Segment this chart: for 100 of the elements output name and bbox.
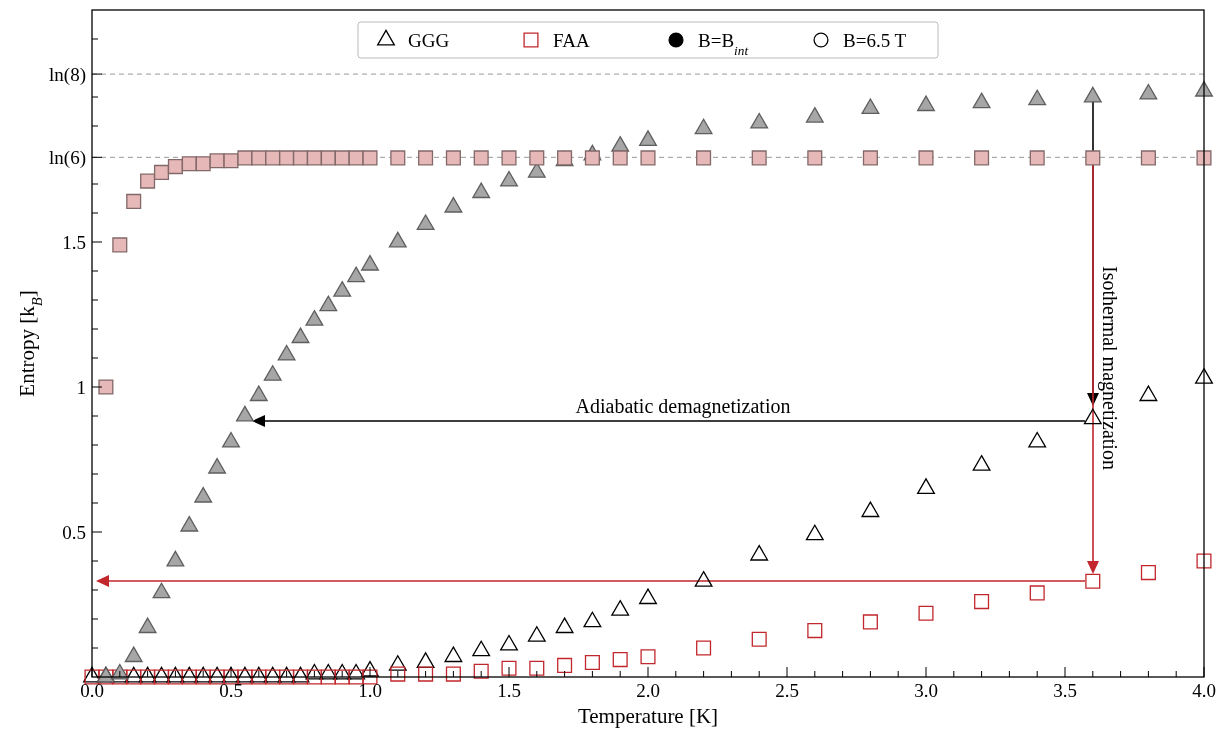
point: [194, 486, 213, 503]
point: [112, 237, 128, 253]
point: [862, 150, 878, 166]
point: [500, 634, 518, 651]
point: [445, 150, 461, 166]
annotation: B=B$_{int}$: [698, 30, 749, 58]
point: [237, 150, 253, 166]
point: [555, 617, 574, 634]
x-tick-label: 3.0: [914, 680, 938, 701]
point: [527, 626, 546, 642]
point: [611, 600, 630, 616]
y-tick-label: 1: [76, 376, 86, 398]
point: [1139, 385, 1158, 402]
point: [333, 281, 352, 297]
point: [583, 611, 602, 628]
point: [1028, 431, 1047, 448]
point: [501, 150, 517, 166]
point: [751, 150, 767, 166]
point: [750, 544, 769, 561]
x-tick-label: 2.0: [636, 680, 660, 701]
point: [279, 150, 295, 166]
point: [807, 150, 823, 166]
point: [347, 663, 366, 680]
x-tick-label: 0.5: [219, 680, 243, 701]
point: [696, 150, 712, 166]
x-tick-label: 3.5: [1053, 680, 1077, 701]
y-tick-label: 1.5: [62, 231, 86, 253]
point: [917, 478, 935, 494]
point: [694, 571, 713, 587]
point: [640, 150, 656, 166]
point: [805, 524, 824, 541]
point: [124, 646, 143, 663]
y-tick-label: ln(8): [49, 63, 86, 86]
point: [1140, 150, 1156, 166]
point: [974, 150, 990, 166]
point: [98, 379, 114, 395]
point: [388, 655, 407, 671]
point: [861, 501, 880, 518]
point: [222, 431, 240, 448]
point: [305, 663, 324, 680]
annotation: Adiabatic demagnetization: [575, 395, 791, 418]
point: [291, 327, 310, 344]
point: [306, 150, 322, 166]
point: [918, 150, 934, 166]
point: [167, 159, 183, 175]
point: [249, 385, 268, 402]
point: [153, 164, 170, 180]
point: [473, 150, 489, 166]
legend-label: GGG: [408, 30, 450, 51]
point: [418, 150, 434, 166]
legend-label: FAA: [553, 30, 590, 51]
point: [347, 266, 366, 283]
point: [390, 150, 406, 166]
point: [612, 150, 628, 166]
y-tick-label: 0.5: [62, 521, 86, 543]
point: [319, 295, 338, 312]
point: [181, 156, 197, 172]
point: [180, 515, 199, 532]
point: [305, 310, 324, 326]
point: [223, 153, 239, 169]
point: [126, 193, 142, 209]
point: [152, 582, 171, 599]
point: [334, 150, 350, 166]
x-tick-label: 1.0: [358, 680, 382, 701]
point: [529, 150, 545, 166]
point: [388, 231, 407, 248]
point: [472, 182, 491, 199]
point: [472, 640, 491, 657]
point: [444, 646, 463, 663]
point: [195, 156, 211, 172]
point: [584, 150, 600, 166]
point: [1085, 150, 1101, 166]
point: [1196, 150, 1212, 166]
point: [277, 344, 296, 361]
point: [416, 214, 435, 231]
point: [1029, 150, 1045, 166]
point: [208, 457, 227, 474]
point: [292, 150, 309, 166]
point: [362, 150, 378, 166]
point: [235, 405, 254, 422]
point: [320, 150, 336, 166]
point: [361, 254, 379, 271]
point: [265, 150, 281, 166]
x-axis-title: Temperature [K]: [577, 704, 719, 728]
point: [319, 663, 338, 680]
point: [263, 365, 282, 381]
x-tick-label: 0.0: [80, 680, 104, 701]
point: [639, 588, 657, 605]
annotation: Isothermal magnetization: [1098, 266, 1121, 470]
point: [1195, 368, 1213, 384]
y-tick-label: ln(6): [49, 146, 86, 169]
point: [138, 617, 157, 634]
x-tick-label: 2.5: [775, 680, 799, 701]
point: [166, 550, 185, 567]
point: [361, 660, 379, 677]
x-tick-label: 1.5: [497, 680, 521, 701]
point: [140, 173, 156, 189]
x-tick-label: 4.0: [1192, 680, 1216, 701]
annotation: B=6.5 T: [843, 30, 907, 51]
point: [251, 150, 267, 166]
